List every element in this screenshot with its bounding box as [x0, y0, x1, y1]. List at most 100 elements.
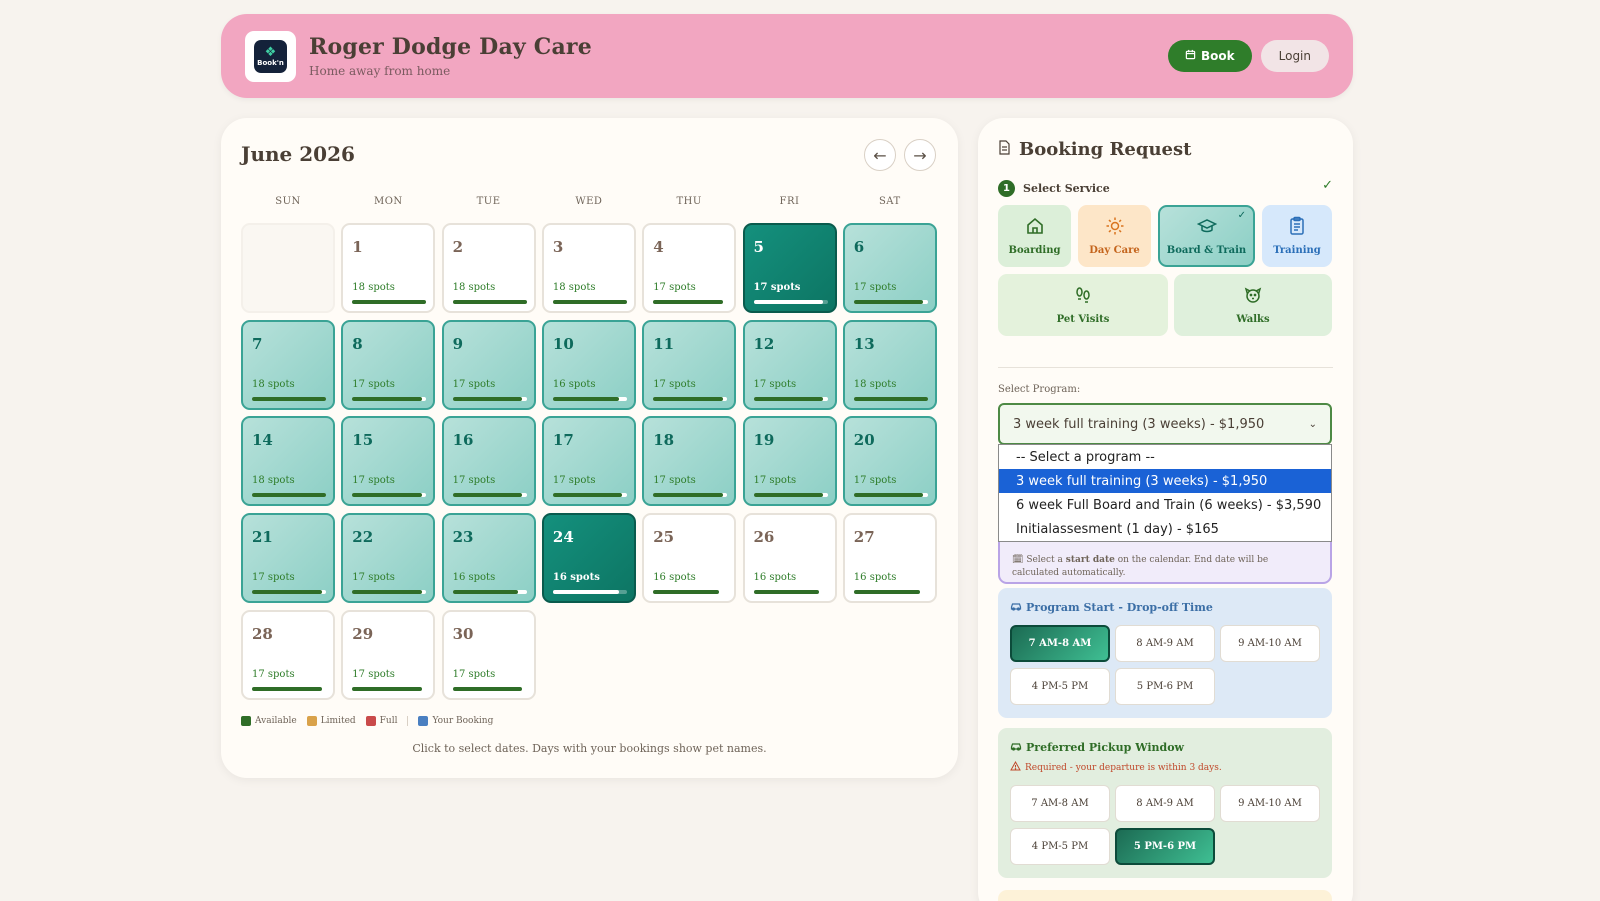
day-number: 27	[853, 528, 875, 547]
spots-available: 17 spots	[653, 475, 696, 487]
login-button[interactable]: Login	[1260, 40, 1329, 72]
calendar-day[interactable]: 13 18 spots	[842, 319, 937, 410]
calendar-day[interactable]: 7 18 spots	[241, 319, 335, 410]
book-button[interactable]: Book	[1168, 40, 1252, 72]
service-day-care[interactable]: Day Care	[1078, 205, 1151, 267]
day-number: 10	[552, 334, 574, 353]
dropoff-slot[interactable]: 8 AM-9 AM	[1115, 625, 1215, 662]
spots-available: 17 spots	[452, 668, 496, 680]
service-board-and-train[interactable]: ✓ Board & Train	[1158, 205, 1255, 267]
spots-available: 16 spots	[853, 572, 897, 584]
clipboard-icon	[1287, 216, 1307, 239]
capacity-bar-fill	[753, 396, 824, 401]
prev-month-button[interactable]: ←	[864, 139, 896, 171]
day-number: 8	[352, 334, 363, 353]
pickup-slot[interactable]: 5 PM-6 PM	[1115, 828, 1215, 865]
calendar-day[interactable]: 24 16 spots	[541, 513, 636, 604]
calendar-day[interactable]: 15 17 spots	[341, 416, 436, 507]
program-option[interactable]: -- Select a program --	[1016, 449, 1155, 465]
service-pet-visits[interactable]: Pet Visits	[998, 274, 1168, 336]
calendar-day[interactable]: 25 16 spots	[642, 513, 737, 604]
capacity-bar	[452, 493, 527, 498]
pickup-slot[interactable]: 7 AM-8 AM	[1010, 785, 1110, 822]
calendar-day[interactable]: 3 18 spots	[541, 223, 636, 313]
service-walks[interactable]: Walks	[1174, 274, 1332, 336]
calendar-day[interactable]: 17 17 spots	[541, 416, 636, 507]
calendar-day[interactable]: 30 17 spots	[441, 609, 536, 700]
calendar-day[interactable]: 23 16 spots	[441, 513, 536, 604]
capacity-bar	[853, 396, 928, 401]
pickup-warning: Required - your departure is within 3 da…	[1025, 762, 1222, 773]
day-number: 15	[352, 431, 374, 450]
capacity-bar-fill	[352, 590, 422, 595]
capacity-bar	[352, 300, 427, 304]
calendar-day[interactable]: 26 16 spots	[742, 513, 837, 604]
dropoff-slot[interactable]: 9 AM-10 AM	[1220, 625, 1320, 662]
calendar-day[interactable]: 27 16 spots	[842, 513, 937, 604]
capacity-bar	[853, 493, 928, 498]
capacity-bar	[552, 396, 627, 401]
pickup-slot[interactable]: 9 AM-10 AM	[1220, 785, 1320, 822]
spots-available: 17 spots	[352, 668, 395, 680]
calendar-day[interactable]: 21 17 spots	[241, 513, 335, 604]
dropoff-slot[interactable]: 5 PM-6 PM	[1115, 668, 1215, 705]
capacity-bar-fill	[653, 493, 723, 498]
calendar-day[interactable]: 12 17 spots	[742, 319, 837, 410]
calendar-day[interactable]: 20 17 spots	[842, 416, 937, 507]
car-icon	[1010, 741, 1022, 754]
calendar-day[interactable]: 10 16 spots	[541, 319, 636, 410]
pickup-slot[interactable]: 4 PM-5 PM	[1010, 828, 1110, 865]
day-number: 29	[352, 624, 374, 643]
calendar-day[interactable]: 16 17 spots	[441, 416, 536, 507]
calendar-day[interactable]: 2 18 spots	[441, 223, 536, 313]
paw-icon: ❖	[264, 44, 277, 60]
weekday-header: TUE	[476, 196, 501, 207]
legend-item: Limited	[306, 716, 356, 726]
calendar-day[interactable]: 9 17 spots	[441, 319, 536, 410]
capacity-bar-fill	[552, 300, 627, 304]
calendar-day[interactable]: 29 17 spots	[341, 609, 436, 700]
capacity-bar	[252, 686, 326, 691]
book-button-label: Book	[1201, 49, 1235, 63]
calendar-day[interactable]: 6 17 spots	[842, 223, 937, 313]
program-option[interactable]: 3 week full training (3 weeks) - $1,950	[999, 469, 1331, 493]
capacity-bar-fill	[552, 493, 623, 498]
next-section	[998, 890, 1332, 901]
program-option[interactable]: 6 week Full Board and Train (6 weeks) - …	[1016, 497, 1322, 513]
program-select[interactable]: 3 week full training (3 weeks) - $1,950 …	[998, 403, 1332, 445]
spots-available: 18 spots	[552, 282, 596, 293]
day-number: 25	[653, 528, 675, 547]
calendar-icon: 🗓	[1012, 555, 1024, 565]
capacity-bar-fill	[452, 590, 519, 595]
capacity-bar	[853, 300, 928, 304]
empty-day-cell	[241, 223, 335, 313]
capacity-bar-fill	[452, 396, 523, 401]
spots-available: 16 spots	[653, 572, 696, 584]
day-number: 1	[352, 238, 363, 256]
calendar-day[interactable]: 5 17 spots	[742, 223, 837, 313]
capacity-bar	[252, 493, 326, 498]
calendar-day[interactable]: 22 17 spots	[341, 513, 436, 604]
spots-available: 16 spots	[552, 572, 600, 584]
checkmark-icon: ✓	[1322, 178, 1333, 193]
calendar-day[interactable]: 28 17 spots	[241, 609, 335, 700]
calendar-day[interactable]: 8 17 spots	[341, 319, 436, 410]
calendar-day[interactable]: 14 18 spots	[241, 416, 335, 507]
next-month-button[interactable]: →	[904, 139, 936, 171]
calendar-day[interactable]: 1 18 spots	[341, 223, 436, 313]
dropoff-slot[interactable]: 4 PM-5 PM	[1010, 668, 1110, 705]
day-number: 7	[252, 334, 263, 353]
day-number: 19	[753, 431, 775, 450]
dropoff-slot[interactable]: 7 AM-8 AM	[1010, 625, 1110, 662]
capacity-bar-fill	[252, 686, 322, 691]
service-boarding[interactable]: Boarding	[998, 205, 1071, 267]
calendar-day[interactable]: 19 17 spots	[742, 416, 837, 507]
document-icon	[998, 139, 1011, 160]
pickup-slot[interactable]: 8 AM-9 AM	[1115, 785, 1215, 822]
calendar-day[interactable]: 4 17 spots	[642, 223, 737, 313]
program-option[interactable]: Initialassesment (1 day) - $165	[1016, 521, 1219, 537]
calendar-day[interactable]: 11 17 spots	[642, 319, 737, 410]
day-number: 24	[552, 528, 574, 547]
service-training[interactable]: Training	[1262, 205, 1332, 267]
calendar-day[interactable]: 18 17 spots	[642, 416, 737, 507]
